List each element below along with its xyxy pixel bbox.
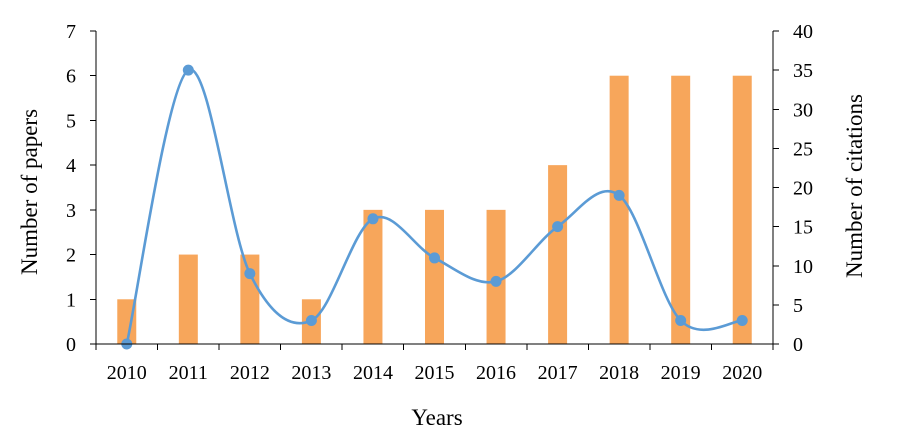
right-y-tick-label: 30 — [793, 99, 813, 121]
left-y-tick-label: 1 — [66, 289, 76, 311]
citation-point-2015 — [429, 252, 440, 264]
x-tick-labels: 2010 2011 2012 2013 2014 2015 2016 2017 2018 2019… — [107, 362, 762, 384]
x-tick-label: 2013 — [291, 362, 331, 384]
right-y-tick-label: 35 — [793, 60, 813, 82]
right-y-tick-label: 40 — [793, 21, 813, 43]
right-y-tick-label: 10 — [793, 256, 813, 278]
right-y-tick-label: 5 — [793, 295, 803, 317]
bar-2012 — [240, 254, 260, 344]
citation-point-2018 — [613, 189, 625, 201]
left-y-tick-label: 0 — [66, 334, 76, 356]
x-tick-label: 2019 — [661, 362, 701, 384]
citation-point-2019 — [675, 315, 687, 327]
left-y-tick-label: 3 — [66, 200, 76, 222]
axes — [90, 30, 779, 350]
paper-bars — [117, 75, 752, 345]
bar-2011 — [178, 254, 198, 344]
x-tick-label: 2012 — [230, 362, 270, 384]
left-y-tick-label: 4 — [66, 155, 76, 177]
bar-2018 — [609, 75, 629, 345]
x-tick-label: 2014 — [353, 362, 393, 384]
citation-point-2020 — [736, 315, 748, 327]
right-y-tick-label: 25 — [793, 138, 813, 160]
citation-point-2012 — [244, 268, 256, 280]
right-y-tick-labels: 0 5 10 15 20 25 30 35 40 — [793, 21, 813, 356]
citation-point-2011 — [182, 64, 194, 76]
bar-2014 — [363, 209, 383, 344]
x-tick-label: 2017 — [538, 362, 578, 384]
left-y-tick-label: 6 — [66, 66, 76, 88]
x-tick-label: 2011 — [169, 362, 208, 384]
right-y-tick-label: 15 — [793, 217, 813, 239]
left-y-tick-label: 2 — [66, 245, 76, 267]
x-tick-label: 2016 — [476, 362, 516, 384]
citation-line — [125, 68, 743, 345]
x-tick-label: 2018 — [599, 362, 639, 384]
citation-point-2014 — [367, 213, 379, 225]
left-y-tick-label: 5 — [66, 110, 76, 132]
bar-2017 — [548, 165, 568, 344]
left-y-axis-title: Number of papers — [17, 109, 42, 275]
citation-point-2016 — [490, 275, 502, 287]
x-tick-label: 2020 — [722, 362, 762, 384]
right-y-tick-label: 0 — [793, 334, 803, 356]
right-y-axis-title: Number of citations — [842, 94, 867, 278]
bar-2010 — [117, 299, 137, 344]
left-y-tick-labels: 0 1 2 3 4 5 6 7 — [66, 21, 76, 356]
bar-2019 — [671, 75, 691, 345]
x-tick-label: 2010 — [107, 362, 147, 384]
bar-2015 — [425, 209, 444, 344]
right-y-tick-label: 20 — [793, 178, 813, 200]
citation-point-2017 — [552, 221, 564, 233]
left-y-tick-label: 7 — [66, 21, 76, 43]
x-axis-title: Years — [411, 405, 462, 430]
citation-point-2013 — [305, 315, 317, 327]
bar-2020 — [732, 75, 752, 345]
citation-points — [121, 64, 748, 350]
x-tick-label: 2015 — [415, 362, 455, 384]
